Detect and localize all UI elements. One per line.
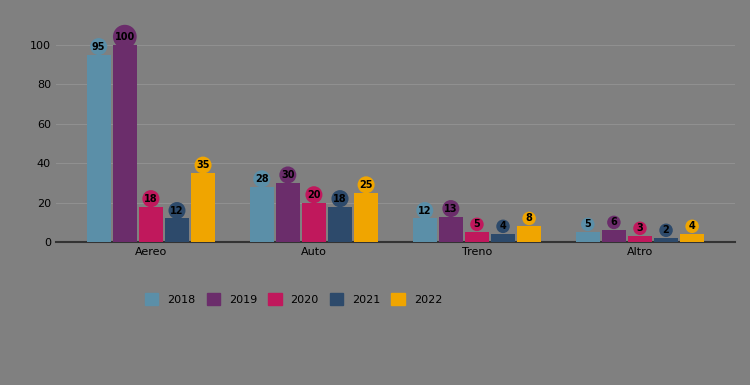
Text: 4: 4 [688, 221, 695, 231]
Text: 20: 20 [308, 190, 321, 200]
Text: 3: 3 [637, 223, 644, 233]
Text: 5: 5 [473, 219, 480, 229]
Text: 8: 8 [526, 213, 532, 223]
Bar [139, 207, 163, 242]
Text: 18: 18 [333, 194, 346, 204]
Text: 4: 4 [500, 221, 506, 231]
Bar [576, 232, 600, 242]
Bar [112, 45, 136, 242]
Bar [328, 207, 352, 242]
Bar [628, 236, 652, 242]
Text: 18: 18 [144, 194, 158, 204]
Bar [191, 173, 215, 242]
Text: 2: 2 [663, 225, 670, 235]
Text: 12: 12 [170, 206, 184, 216]
Text: 5: 5 [584, 219, 591, 229]
Bar [276, 183, 300, 242]
Bar [517, 226, 541, 242]
Bar [465, 232, 489, 242]
Text: 28: 28 [255, 174, 268, 184]
Bar [413, 218, 436, 242]
Text: 13: 13 [444, 204, 458, 214]
Text: 30: 30 [281, 170, 295, 180]
Bar [250, 187, 274, 242]
Bar [302, 203, 326, 242]
Text: 25: 25 [359, 180, 373, 190]
Text: 100: 100 [115, 32, 135, 42]
Bar [87, 55, 111, 242]
Text: 95: 95 [92, 42, 106, 52]
Bar [654, 238, 678, 242]
Text: 6: 6 [610, 218, 617, 228]
Legend: 2018, 2019, 2020, 2021, 2022: 2018, 2019, 2020, 2021, 2022 [141, 289, 446, 309]
Bar [491, 234, 515, 242]
Bar [354, 193, 378, 242]
Bar [602, 230, 626, 242]
Bar [680, 234, 704, 242]
Text: 35: 35 [196, 160, 210, 170]
Bar [165, 218, 189, 242]
Bar [439, 216, 463, 242]
Text: 12: 12 [418, 206, 431, 216]
